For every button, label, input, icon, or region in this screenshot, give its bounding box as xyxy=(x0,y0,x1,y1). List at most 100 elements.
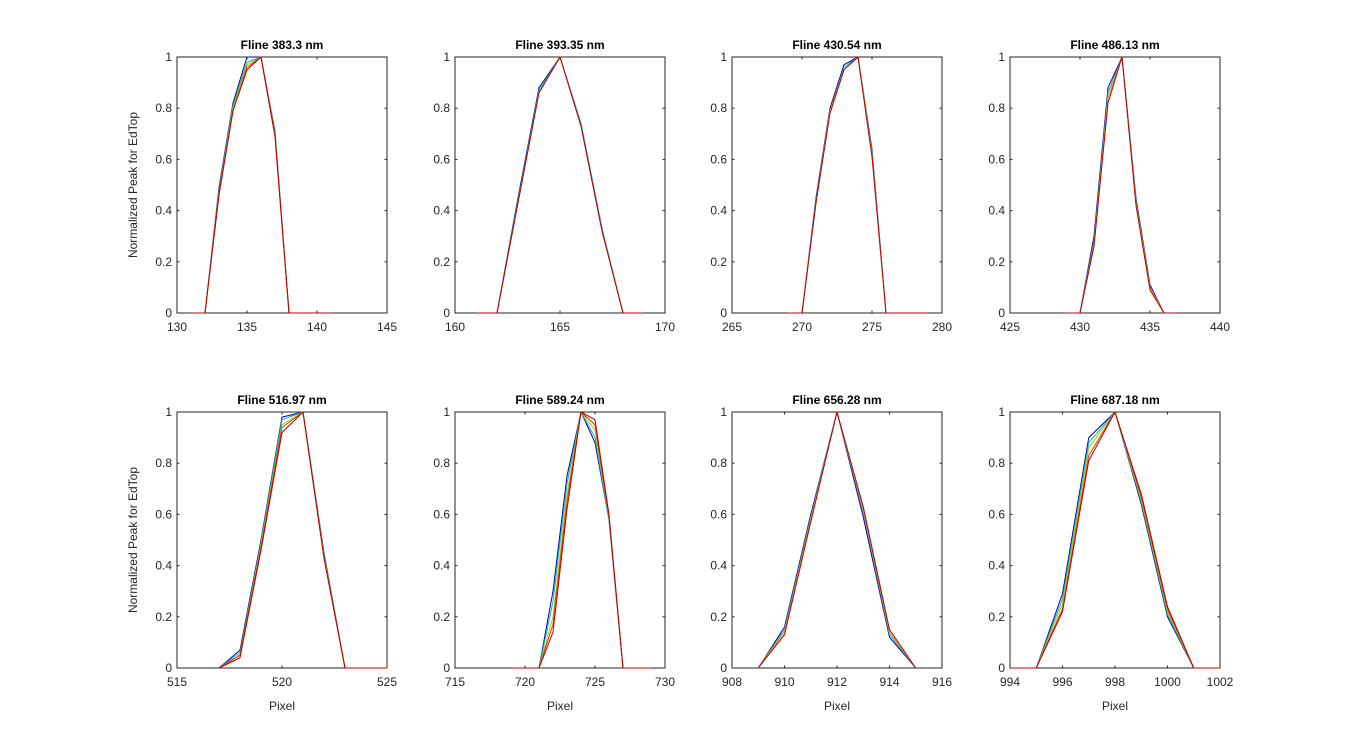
x-tick-label: 1002 xyxy=(1207,675,1234,689)
x-axis-label: Pixel xyxy=(269,699,295,713)
series-line-4 xyxy=(476,56,644,314)
series-line-4 xyxy=(788,56,928,314)
x-tick-label: 730 xyxy=(655,675,675,689)
x-tick-label: 908 xyxy=(722,675,742,689)
y-tick-label: 1 xyxy=(165,405,172,419)
y-tick-label: 1 xyxy=(720,405,727,419)
x-tick-label: 994 xyxy=(1000,675,1020,689)
y-tick-label: 0.4 xyxy=(710,204,727,218)
subplot-7: 0 0.2 0.4 0.6 0.8 1 908 910 912 914 916 Fline 656.2… xyxy=(710,393,952,713)
y-tick-label: 0.8 xyxy=(155,101,172,115)
y-tick-label: 0 xyxy=(998,306,1005,320)
chart-title: Fline 393.35 nm xyxy=(515,38,604,52)
y-tick-label: 1 xyxy=(998,405,1005,419)
x-tick-label: 135 xyxy=(237,320,257,334)
x-tick-label: 912 xyxy=(827,675,847,689)
x-tick-label: 280 xyxy=(932,320,952,334)
series-line-5 xyxy=(191,56,331,314)
x-tick-label: 914 xyxy=(879,675,899,689)
chart-title: Fline 589.24 nm xyxy=(515,393,604,407)
x-tick-label: 1000 xyxy=(1154,675,1181,689)
x-tick-label: 275 xyxy=(862,320,882,334)
y-axis-label: Normalized Peak for EdTop xyxy=(126,112,140,258)
y-tick-label: 0.6 xyxy=(433,507,450,521)
x-tick-label: 270 xyxy=(792,320,812,334)
subplot-2: 0 0.2 0.4 0.6 0.8 1 160 165 170 Fline 393.35 nm xyxy=(433,38,675,334)
y-tick-label: 0 xyxy=(443,306,450,320)
x-tick-label: 435 xyxy=(1140,320,1160,334)
x-tick-label: 140 xyxy=(307,320,327,334)
y-tick-label: 1 xyxy=(443,405,450,419)
y-tick-label: 0.2 xyxy=(433,610,450,624)
subplot-6: 0 0.2 0.4 0.6 0.8 1 715 720 725 730 Fline 589.24 n… xyxy=(433,393,675,713)
plot-area xyxy=(731,56,943,314)
y-tick-label: 0.8 xyxy=(710,101,727,115)
y-tick-label: 0.6 xyxy=(988,507,1005,521)
y-tick-label: 0.4 xyxy=(988,204,1005,218)
y-tick-label: 0.4 xyxy=(710,559,727,573)
subplot-8: 0 0.2 0.4 0.6 0.8 1 994 996 998 1000 1002 Fline 687… xyxy=(988,393,1233,713)
subplot-4: 0 0.2 0.4 0.6 0.8 1 425 430 435 440 Fline 486.13 n… xyxy=(988,38,1230,334)
subplot-1: 0 0.2 0.4 0.6 0.8 1 130 135 140 145 Fline 383.3 nm… xyxy=(126,38,397,334)
y-tick-label: 0 xyxy=(720,306,727,320)
y-tick-label: 0.8 xyxy=(155,456,172,470)
y-tick-label: 0.6 xyxy=(988,152,1005,166)
y-tick-label: 0.8 xyxy=(988,456,1005,470)
series-line-5 xyxy=(1010,411,1220,669)
y-tick-label: 0.8 xyxy=(433,456,450,470)
y-tick-label: 0.8 xyxy=(988,101,1005,115)
x-tick-label: 996 xyxy=(1052,675,1072,689)
x-tick-label: 160 xyxy=(445,320,465,334)
series-line-4 xyxy=(1066,56,1178,314)
x-tick-label: 170 xyxy=(655,320,675,334)
y-tick-label: 1 xyxy=(443,50,450,64)
y-tick-label: 0.6 xyxy=(433,152,450,166)
y-tick-label: 0.2 xyxy=(710,255,727,269)
y-tick-label: 0.4 xyxy=(988,559,1005,573)
y-tick-label: 0 xyxy=(443,661,450,675)
y-tick-label: 0.4 xyxy=(155,204,172,218)
x-tick-label: 715 xyxy=(445,675,465,689)
y-tick-label: 0 xyxy=(165,661,172,675)
y-tick-label: 0 xyxy=(998,661,1005,675)
y-tick-label: 0.8 xyxy=(433,101,450,115)
chart-title: Fline 516.97 nm xyxy=(237,393,326,407)
series-line-5 xyxy=(218,411,387,669)
chart-title: Fline 486.13 nm xyxy=(1070,38,1159,52)
y-tick-label: 0.6 xyxy=(710,152,727,166)
y-tick-label: 0.2 xyxy=(155,255,172,269)
x-axis-label: Pixel xyxy=(547,699,573,713)
plot-area xyxy=(731,411,943,669)
x-tick-label: 525 xyxy=(377,675,397,689)
y-tick-label: 0.2 xyxy=(433,255,450,269)
y-tick-label: 0.6 xyxy=(155,507,172,521)
x-tick-label: 515 xyxy=(167,675,187,689)
x-tick-label: 430 xyxy=(1070,320,1090,334)
y-tick-label: 0 xyxy=(720,661,727,675)
y-tick-label: 0.8 xyxy=(710,456,727,470)
plot-area xyxy=(1009,56,1221,314)
subplot-3: 0 0.2 0.4 0.6 0.8 1 265 270 275 280 Fline 430.54 n… xyxy=(710,38,952,334)
y-tick-label: 0.4 xyxy=(433,204,450,218)
y-tick-label: 0.2 xyxy=(710,610,727,624)
x-tick-label: 440 xyxy=(1210,320,1230,334)
x-tick-label: 165 xyxy=(550,320,570,334)
y-tick-label: 1 xyxy=(998,50,1005,64)
x-axis-label: Pixel xyxy=(824,699,850,713)
y-tick-label: 1 xyxy=(165,50,172,64)
y-tick-label: 0.2 xyxy=(988,255,1005,269)
y-tick-label: 0 xyxy=(165,306,172,320)
y-axis-label: Normalized Peak for EdTop xyxy=(126,467,140,613)
series-line-5 xyxy=(511,411,651,669)
x-tick-label: 520 xyxy=(272,675,292,689)
x-tick-label: 265 xyxy=(722,320,742,334)
x-tick-label: 910 xyxy=(774,675,794,689)
chart-title: Fline 383.3 nm xyxy=(241,38,324,52)
plot-area xyxy=(454,56,666,314)
plot-area xyxy=(176,56,388,314)
x-tick-label: 916 xyxy=(932,675,952,689)
x-tick-label: 720 xyxy=(515,675,535,689)
y-tick-label: 0.4 xyxy=(433,559,450,573)
y-tick-label: 0.6 xyxy=(710,507,727,521)
